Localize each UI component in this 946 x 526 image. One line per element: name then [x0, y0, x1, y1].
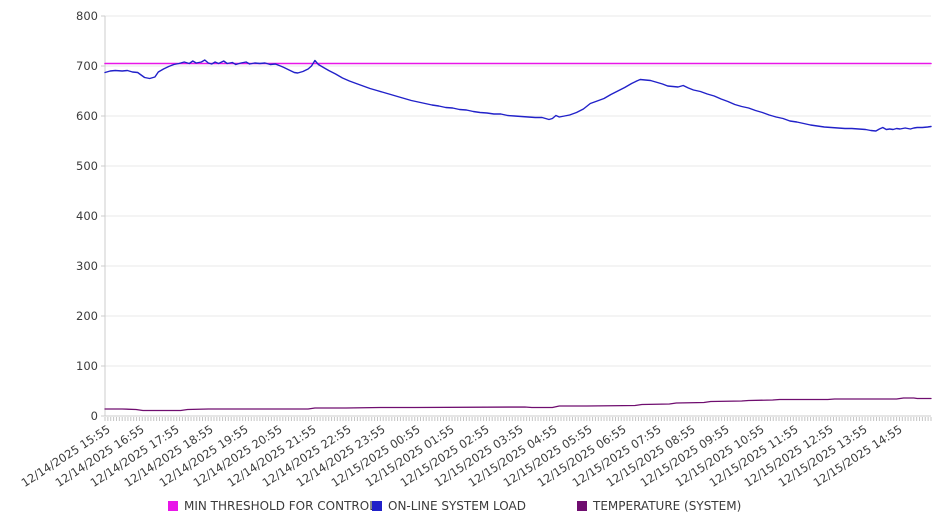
y-tick-label: 700 [76, 59, 98, 73]
y-tick-label: 100 [76, 359, 98, 373]
legend-item-temperature-system-: TEMPERATURE (SYSTEM) [577, 499, 741, 513]
legend-label: ON-LINE SYSTEM LOAD [388, 499, 526, 513]
series-line-on-line-system-load [104, 59, 932, 132]
y-tick-label: 0 [90, 409, 98, 423]
legend-swatch-icon [372, 501, 382, 511]
y-tick-label: 500 [76, 159, 98, 173]
legend-label: TEMPERATURE (SYSTEM) [593, 499, 742, 513]
legend-swatch-icon [168, 501, 178, 511]
y-tick-label: 200 [76, 309, 98, 323]
y-tick-label: 300 [76, 259, 98, 273]
legend-item-min-threshold-for-control: MIN THRESHOLD FOR CONTROL [168, 499, 376, 513]
x-minor-ticks [104, 417, 932, 421]
y-tick-label: 400 [76, 209, 98, 223]
y-tick-label: 600 [76, 109, 98, 123]
legend-label: MIN THRESHOLD FOR CONTROL [184, 499, 376, 513]
series-line-temperature-system- [104, 397, 932, 412]
legend-swatch-icon [577, 501, 587, 511]
y-tick-label: 800 [76, 9, 98, 23]
legend-item-on-line-system-load: ON-LINE SYSTEM LOAD [372, 499, 526, 513]
